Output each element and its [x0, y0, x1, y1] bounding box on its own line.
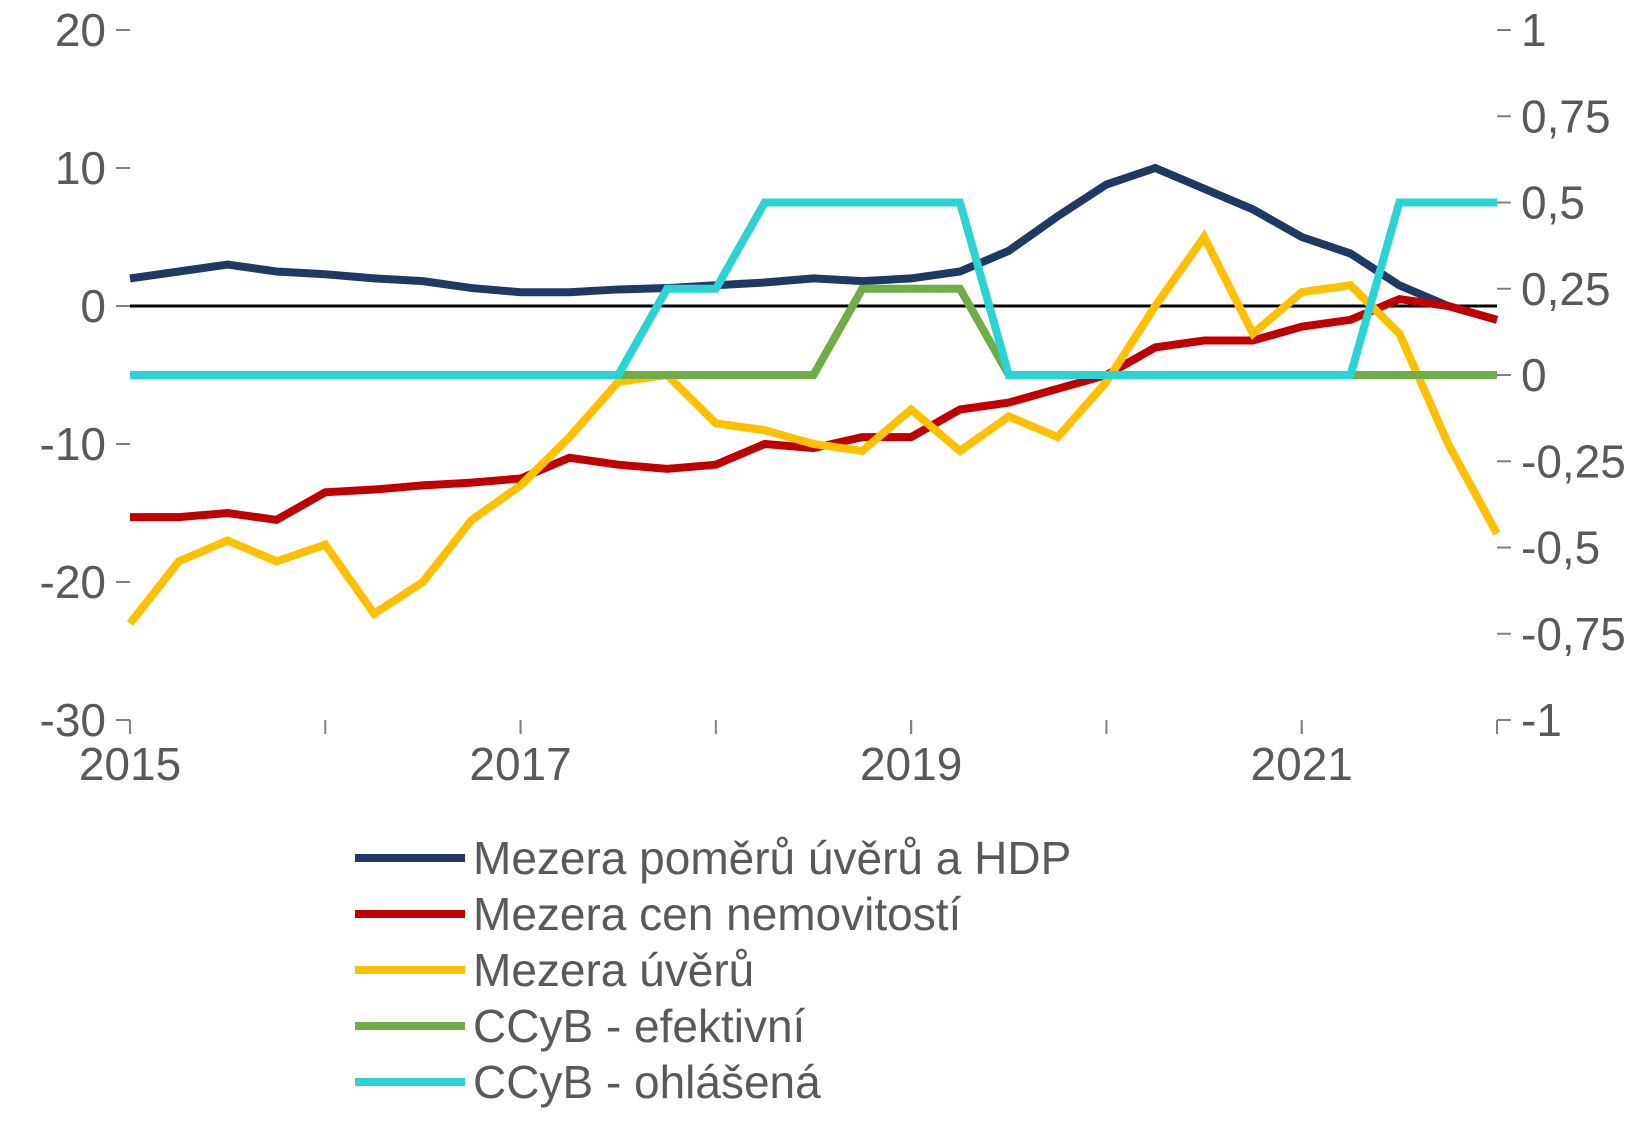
- legend-item-ccyb_effective: CCyB - efektivní: [355, 998, 1071, 1054]
- legend-item-ccyb_announced: CCyB - ohlášená: [355, 1054, 1071, 1110]
- legend-swatch: [355, 1022, 465, 1030]
- legend-label: Mezera cen nemovitostí: [473, 887, 961, 941]
- legend-swatch: [355, 910, 465, 918]
- chart-container: 2015201720192021-30-20-1001020-1-0,75-0,…: [0, 0, 1627, 1125]
- legend-swatch: [355, 1078, 465, 1086]
- series-property_price_gap: [130, 299, 1497, 520]
- legend: Mezera poměrů úvěrů a HDPMezera cen nemo…: [355, 830, 1071, 1110]
- series-credit_gap: [130, 237, 1497, 623]
- y-left-tick-label: 20: [55, 4, 106, 56]
- y-right-tick-label: -0,75: [1521, 608, 1626, 660]
- x-tick-label: 2017: [469, 738, 571, 790]
- y-right-tick-label: -1: [1521, 694, 1562, 746]
- legend-swatch: [355, 854, 465, 862]
- legend-item-property_price_gap: Mezera cen nemovitostí: [355, 886, 1071, 942]
- y-right-tick-label: -0,25: [1521, 435, 1626, 487]
- legend-label: CCyB - efektivní: [473, 999, 805, 1053]
- legend-label: CCyB - ohlášená: [473, 1055, 821, 1109]
- legend-swatch: [355, 966, 465, 974]
- y-left-tick-label: -30: [40, 694, 106, 746]
- x-tick-label: 2021: [1251, 738, 1353, 790]
- y-left-tick-label: 0: [80, 280, 106, 332]
- y-left-tick-label: -10: [40, 418, 106, 470]
- legend-label: Mezera poměrů úvěrů a HDP: [473, 831, 1071, 885]
- y-left-tick-label: -20: [40, 556, 106, 608]
- y-right-tick-label: 0,25: [1521, 263, 1611, 315]
- y-right-tick-label: 0,5: [1521, 177, 1585, 229]
- y-right-tick-label: 0,75: [1521, 90, 1611, 142]
- y-right-tick-label: 0: [1521, 349, 1547, 401]
- legend-item-credit_gdp_gap: Mezera poměrů úvěrů a HDP: [355, 830, 1071, 886]
- legend-item-credit_gap: Mezera úvěrů: [355, 942, 1071, 998]
- y-right-tick-label: -0,5: [1521, 522, 1600, 574]
- y-left-tick-label: 10: [55, 142, 106, 194]
- y-right-tick-label: 1: [1521, 4, 1547, 56]
- x-tick-label: 2019: [860, 738, 962, 790]
- legend-label: Mezera úvěrů: [473, 943, 754, 997]
